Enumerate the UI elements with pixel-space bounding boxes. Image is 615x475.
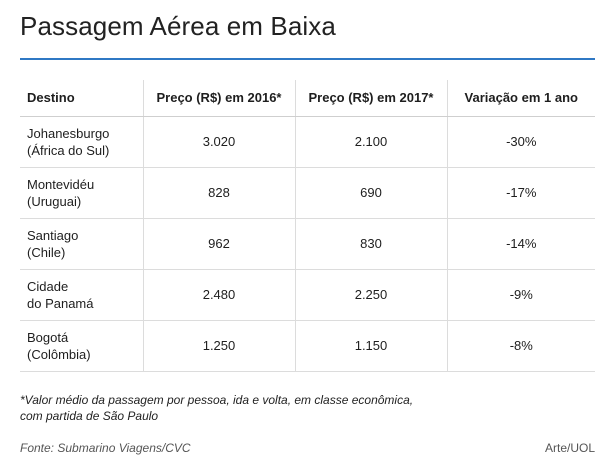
destination-city: Cidade <box>27 278 69 294</box>
destination-cell: Montevidéu (Uruguai) <box>20 167 143 219</box>
column-header-variacao: Variação em 1 ano <box>446 80 595 117</box>
table-row: Johanesburgo (África do Sul) 3.020 2.100… <box>20 116 595 168</box>
page-title: Passagem Aérea em Baixa <box>20 11 336 41</box>
variation-cell: -14% <box>446 218 595 270</box>
price-2016-cell: 1.250 <box>142 320 295 372</box>
destination-country: (Chile) <box>27 244 66 260</box>
table-row: Bogotá (Colômbia) 1.250 1.150 -8% <box>20 320 595 372</box>
price-2016-cell: 3.020 <box>142 116 295 168</box>
price-2016-cell: 828 <box>142 167 295 219</box>
footnote-line: *Valor médio da passagem por pessoa, ida… <box>20 393 414 407</box>
destination-city: Johanesburgo <box>27 125 110 141</box>
footnote: *Valor médio da passagem por pessoa, ida… <box>20 392 490 424</box>
price-2017-cell: 2.250 <box>294 269 447 321</box>
column-header-preco-2016: Preço (R$) em 2016* <box>142 80 295 117</box>
column-header-preco-2017: Preço (R$) em 2017* <box>294 80 447 117</box>
price-2017-cell: 830 <box>294 218 447 270</box>
price-table: Destino Preço (R$) em 2016* Preço (R$) e… <box>20 80 595 372</box>
column-header-destino: Destino <box>20 80 143 117</box>
destination-city: Santiago <box>27 227 79 243</box>
destination-country: do Panamá <box>27 295 94 311</box>
price-2017-cell: 690 <box>294 167 447 219</box>
destination-cell: Cidade do Panamá <box>20 269 143 321</box>
destination-country: (Uruguai) <box>27 193 82 209</box>
price-2017-cell: 2.100 <box>294 116 447 168</box>
price-2016-cell: 962 <box>142 218 295 270</box>
price-2016-cell: 2.480 <box>142 269 295 321</box>
variation-cell: -8% <box>446 320 595 372</box>
destination-cell: Santiago (Chile) <box>20 218 143 270</box>
destination-city: Montevidéu <box>27 176 95 192</box>
destination-country: (África do Sul) <box>27 142 110 158</box>
table-row: Montevidéu (Uruguai) 828 690 -17% <box>20 167 595 219</box>
table-row: Cidade do Panamá 2.480 2.250 -9% <box>20 269 595 321</box>
destination-cell: Johanesburgo (África do Sul) <box>20 116 143 168</box>
variation-cell: -30% <box>446 116 595 168</box>
credit-text: Arte/UOL <box>544 441 595 455</box>
source-text: Fonte: Submarino Viagens/CVC <box>20 441 191 455</box>
destination-cell: Bogotá (Colômbia) <box>20 320 143 372</box>
destination-country: (Colômbia) <box>27 346 91 362</box>
footnote-line: com partida de São Paulo <box>20 409 159 423</box>
table-row: Santiago (Chile) 962 830 -14% <box>20 218 595 270</box>
price-2017-cell: 1.150 <box>294 320 447 372</box>
variation-cell: -17% <box>446 167 595 219</box>
destination-city: Bogotá <box>27 329 69 345</box>
title-divider <box>20 58 595 60</box>
table-header-row: Destino Preço (R$) em 2016* Preço (R$) e… <box>20 80 595 117</box>
variation-cell: -9% <box>446 269 595 321</box>
